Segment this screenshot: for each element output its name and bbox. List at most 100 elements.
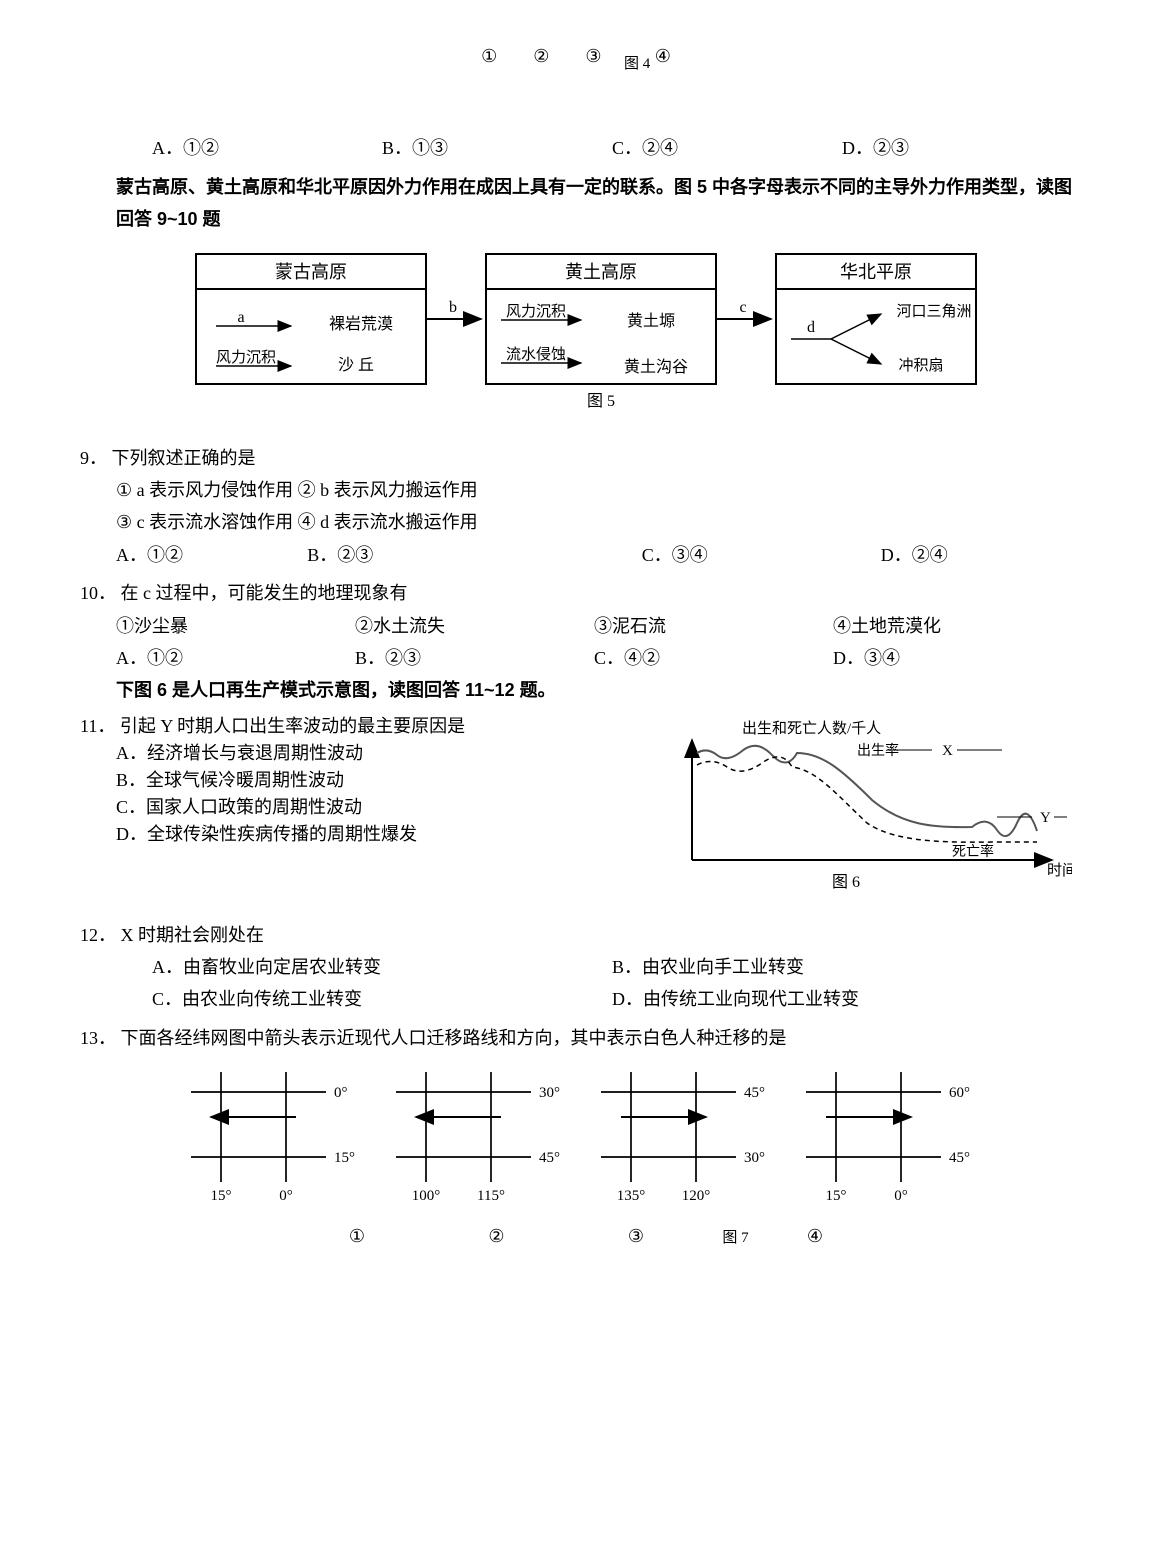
q10-items: ①沙尘暴 ②水土流失 ③泥石流 ④土地荒漠化 — [80, 610, 1072, 642]
q11-stem: 引起 Y 时期人口出生率波动的最主要原因是 — [120, 716, 465, 736]
q11-row: 11． 引起 Y 时期人口出生率波动的最主要原因是 A．经济增长与衰退周期性波动… — [80, 707, 1072, 913]
grid-3: 45° 30° 135° 120° — [576, 1054, 781, 1220]
fig4-numbers: ① ② ③ 图 4 ④ — [80, 40, 1072, 72]
q10-opts: A．①② B．②③ C．④② D．③④ — [80, 642, 1072, 674]
q12-row2: C．由农业向传统工业转变 D．由传统工业向现代工业转变 — [80, 983, 1072, 1015]
q10-a: A．①② — [116, 642, 355, 674]
svg-text:15°: 15° — [826, 1188, 847, 1204]
q12-c: C．由农业向传统工业转变 — [152, 983, 612, 1015]
q9-stem: 下列叙述正确的是 — [112, 448, 256, 468]
circ3: ③ — [585, 46, 601, 66]
svg-text:出生率: 出生率 — [857, 742, 899, 759]
intro5: 蒙古高原、黄土高原和华北平原因外力作用在成因上具有一定的联系。图 5 中各字母表… — [80, 171, 1072, 236]
svg-text:冲积扇: 冲积扇 — [898, 357, 943, 374]
fig7-numbers: ① ② ③ 图 7 ④ — [166, 1220, 986, 1252]
q11-c: C．国家人口政策的周期性波动 — [80, 794, 632, 821]
opt-b: B．①③ — [382, 132, 612, 164]
svg-text:d: d — [807, 319, 815, 336]
opt-a: A．①② — [152, 132, 382, 164]
q9-l1: ① a 表示风力侵蚀作用 ② b 表示风力搬运作用 — [80, 474, 1072, 506]
q10-b: B．②③ — [355, 642, 594, 674]
q9-a: A．①② — [116, 539, 307, 571]
q9: 9． 下列叙述正确的是 — [80, 442, 1072, 474]
q10-i4: ④土地荒漠化 — [833, 610, 1072, 642]
q9-l2: ③ c 表示流水溶蚀作用 ④ d 表示流水搬运作用 — [80, 506, 1072, 538]
q9-b: B．②③ — [307, 539, 642, 571]
svg-text:15°: 15° — [334, 1150, 355, 1166]
svg-text:15°: 15° — [211, 1188, 232, 1204]
svg-text:河口三角洲: 河口三角洲 — [896, 303, 971, 320]
svg-text:0°: 0° — [279, 1188, 293, 1204]
svg-text:0°: 0° — [334, 1085, 348, 1101]
svg-text:流水侵蚀: 流水侵蚀 — [506, 346, 566, 363]
grid-4: 60° 45° 15° 0° — [781, 1054, 986, 1220]
fig4-label: 图 4 — [624, 56, 650, 72]
svg-text:120°: 120° — [682, 1188, 711, 1204]
svg-text:45°: 45° — [744, 1085, 765, 1101]
q13: 13． 下面各经纬网图中箭头表示近现代人口迁移路线和方向，其中表示白色人种迁移的… — [80, 1022, 1072, 1054]
svg-text:60°: 60° — [949, 1085, 970, 1101]
q10-d: D．③④ — [833, 642, 1072, 674]
b1-title: 蒙古高原 — [275, 262, 347, 282]
q9-num: 9． — [80, 448, 107, 468]
svg-text:b: b — [449, 299, 457, 316]
svg-text:0°: 0° — [894, 1188, 908, 1204]
q11-d: D．全球传染性疾病传播的周期性爆发 — [80, 821, 632, 848]
circ1: ① — [481, 46, 497, 66]
q10-i2: ②水土流失 — [355, 610, 594, 642]
g1: ① — [282, 1220, 432, 1252]
q10-num: 10． — [80, 583, 116, 603]
svg-text:115°: 115° — [477, 1188, 505, 1204]
q13-stem: 下面各经纬网图中箭头表示近现代人口迁移路线和方向，其中表示白色人种迁移的是 — [121, 1028, 787, 1048]
g2: ② — [437, 1220, 557, 1252]
opt-d: D．②③ — [842, 132, 1072, 164]
intro6: 下图 6 是人口再生产模式示意图，读图回答 11~12 题。 — [80, 674, 1072, 706]
svg-text:c: c — [739, 299, 746, 316]
grid-1: 0° 15° 15° 0° — [166, 1054, 371, 1220]
fig5-svg: 蒙古高原 a 裸岩荒漠 风力沉积 沙 丘 b 黄土高原 风力沉积 黄土塬 流水侵… — [166, 244, 986, 434]
q12-b: B．由农业向手工业转变 — [612, 951, 1072, 983]
q10: 10． 在 c 过程中，可能发生的地理现象有 — [80, 577, 1072, 609]
svg-text:45°: 45° — [949, 1150, 970, 1166]
q10-i3: ③泥石流 — [594, 610, 833, 642]
q11-b: B．全球气候冷暖周期性波动 — [80, 767, 632, 794]
svg-text:出生和死亡人数/千人: 出生和死亡人数/千人 — [742, 720, 881, 737]
q12-row1: A．由畜牧业向定居农业转变 B．由农业向手工业转变 — [80, 951, 1072, 983]
svg-text:华北平原: 华北平原 — [840, 262, 912, 282]
grids-row: 0° 15° 15° 0° 30° 45° 100° 115° 45° 30° … — [80, 1054, 1072, 1220]
q10-stem: 在 c 过程中，可能发生的地理现象有 — [121, 583, 408, 603]
svg-text:时间: 时间 — [1047, 862, 1072, 879]
svg-text:Y: Y — [1040, 810, 1051, 826]
circ2: ② — [533, 46, 549, 66]
circ4: ④ — [655, 46, 671, 66]
g3: ③ — [561, 1220, 711, 1252]
q12-a: A．由畜牧业向定居农业转变 — [152, 951, 612, 983]
q9-opts: A．①② B．②③ C．③④ D．②④ — [80, 539, 1072, 571]
q10-i1: ①沙尘暴 — [116, 610, 355, 642]
svg-text:黄土塬: 黄土塬 — [627, 312, 675, 330]
svg-text:风力沉积: 风力沉积 — [506, 303, 566, 320]
svg-text:45°: 45° — [539, 1150, 560, 1166]
q11-num: 11． — [80, 716, 115, 736]
q13-num: 13． — [80, 1028, 116, 1048]
q11-a: A．经济增长与衰退周期性波动 — [80, 740, 632, 767]
svg-text:30°: 30° — [744, 1150, 765, 1166]
svg-text:30°: 30° — [539, 1085, 560, 1101]
svg-text:沙 丘: 沙 丘 — [338, 356, 374, 374]
svg-text:135°: 135° — [617, 1188, 646, 1204]
svg-text:风力沉积: 风力沉积 — [216, 349, 276, 366]
svg-text:a: a — [237, 309, 244, 326]
fig6-svg: 出生和死亡人数/千人 出生率 X Y 死亡率 时间 图 6 — [632, 715, 1072, 905]
svg-text:死亡率: 死亡率 — [952, 843, 994, 860]
q10-c: C．④② — [594, 642, 833, 674]
q12-d: D．由传统工业向现代工业转变 — [612, 983, 1072, 1015]
q11: 11． 引起 Y 时期人口出生率波动的最主要原因是 — [80, 713, 632, 740]
grid-2: 30° 45° 100° 115° — [371, 1054, 576, 1220]
svg-text:黄土高原: 黄土高原 — [565, 262, 637, 282]
svg-text:裸岩荒漠: 裸岩荒漠 — [329, 315, 393, 333]
svg-text:黄土沟谷: 黄土沟谷 — [624, 358, 688, 376]
g4: ④ — [760, 1220, 870, 1252]
svg-text:图 5: 图 5 — [587, 393, 615, 410]
q9-c: C．③④ — [642, 539, 881, 571]
q12-num: 12． — [80, 925, 116, 945]
